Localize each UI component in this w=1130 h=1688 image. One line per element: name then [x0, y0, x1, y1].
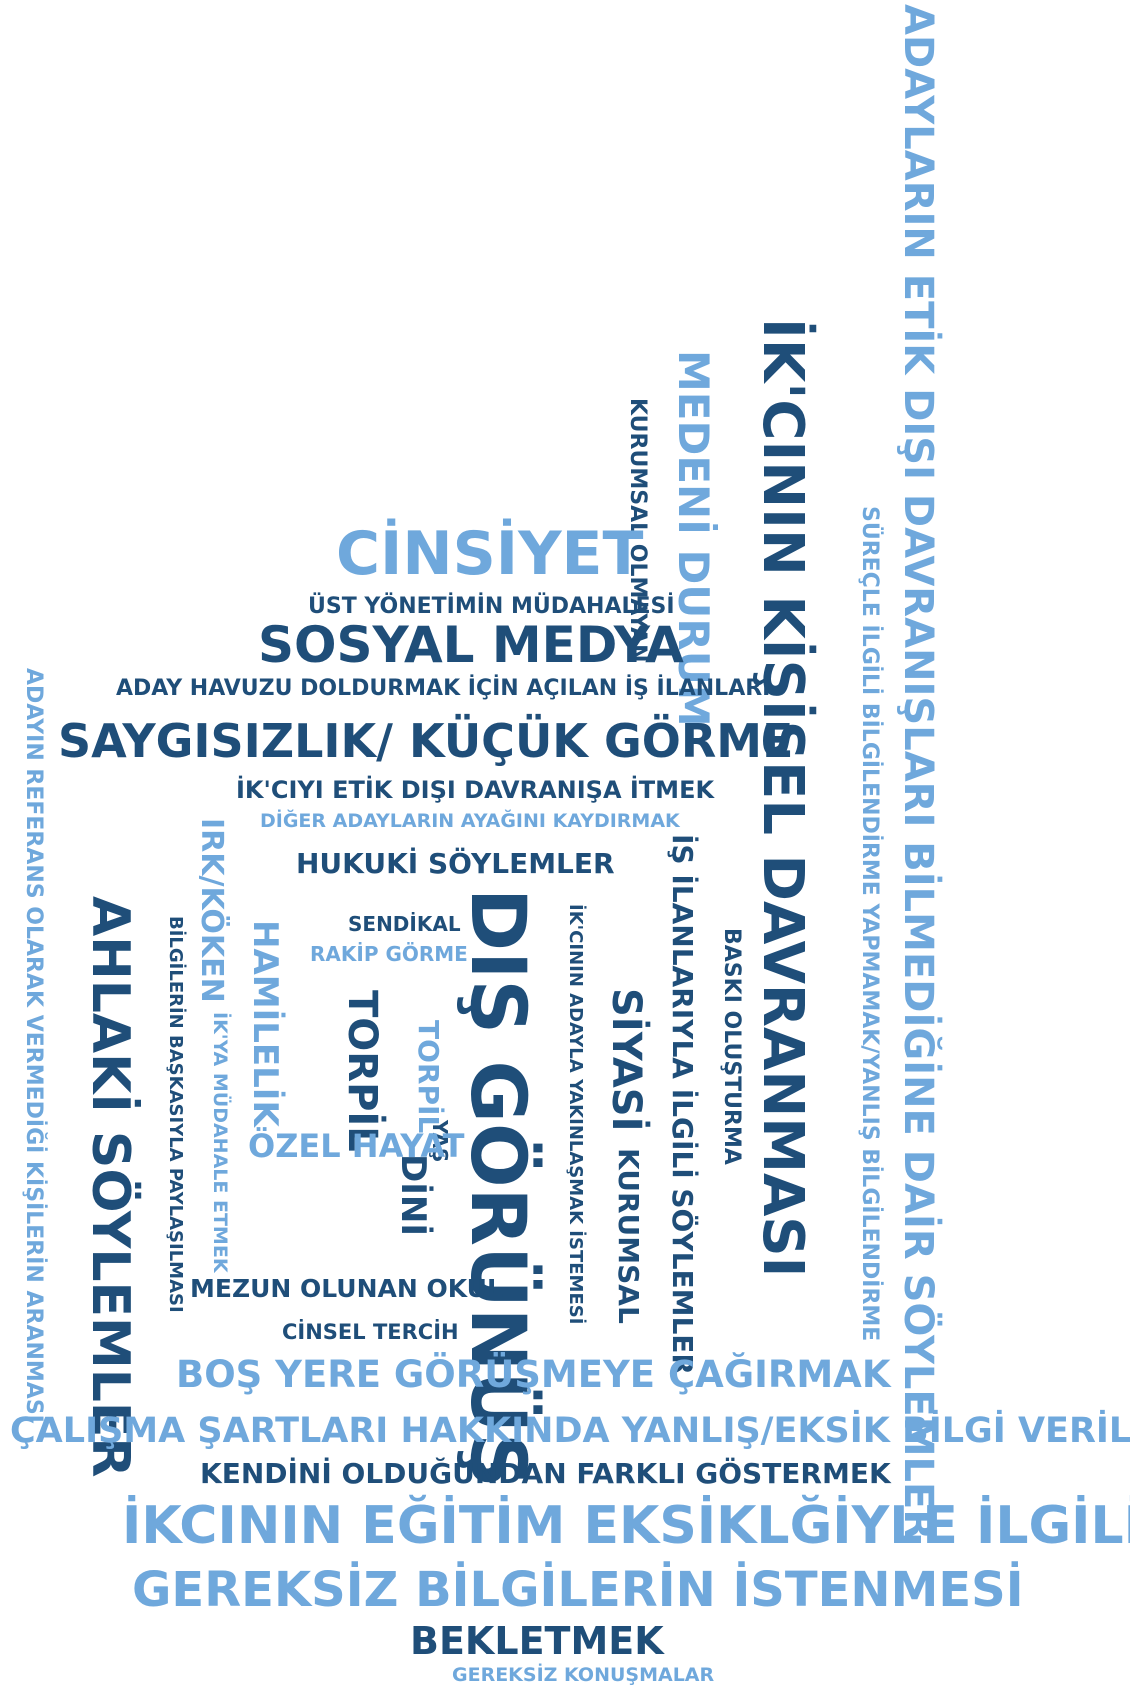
- word-ozel-hayat: ÖZEL HAYAT: [248, 1127, 465, 1165]
- word-surecle-ilgili: SÜREÇLE İLGİLİ BİLGİLENDİRME YAPMAMAK/YA…: [857, 506, 882, 1342]
- word-aday-havuzu: ADAY HAVUZU DOLDURMAK İÇİN AÇILAN İŞ İLA…: [116, 676, 771, 701]
- word-gereksiz-konusmalar: GEREKSİZ KONUŞMALAR: [452, 1664, 715, 1686]
- word-medeni-durum: MEDENİ DURUM: [669, 350, 718, 727]
- word-is-ilanlariyla: İŞ İLANLARIYLA İLGİLİ SÖYLEMLER: [666, 834, 699, 1375]
- word-rakip-gorme: RAKİP GÖRME: [310, 942, 468, 966]
- word-torpil-light: TORPİL: [412, 1020, 445, 1134]
- word-kendini-oldugundan: KENDİNİ OLDUĞUNDAN FARKLI GÖSTERMEK: [200, 1457, 891, 1490]
- word-mezun-olunan-okul: MEZUN OLUNAN OKUL: [190, 1274, 503, 1303]
- word-adayin-referans: ADAYIN REFERANS OLARAK VERMEDİĞİ KİŞİLER…: [21, 668, 46, 1423]
- word-ikya-mudahale: İK'YA MÜDAHALE ETMEK: [209, 1012, 231, 1273]
- word-diger-adaylarin: DİĞER ADAYLARIN AYAĞINI KAYDIRMAK: [260, 810, 680, 832]
- word-bekletmek: BEKLETMEK: [410, 1619, 664, 1663]
- word-hukuki-soylemler: HUKUKİ SÖYLEMLER: [296, 847, 615, 880]
- word-sosyal-medya: SOSYAL MEDYA: [258, 616, 684, 674]
- word-dini: DİNİ: [393, 1154, 433, 1236]
- word-ikcinin-adayla: İK'CININ ADAYLA YAKINLAŞMAK İSTEMESİ: [565, 904, 586, 1325]
- word-ahlaki-soylemler: AHLAKİ SÖYLEMLER: [80, 896, 140, 1478]
- word-kurumsal-olmayan: KURUMSAL OLMAYAN: [625, 398, 650, 663]
- word-yas: YAŞ: [428, 1120, 452, 1163]
- word-torpil-dark: TORPİL: [339, 990, 385, 1152]
- word-bos-yere: BOŞ YERE GÖRÜŞMEYE ÇAĞIRMAK: [176, 1353, 891, 1396]
- word-baski-olusturma: BASKI OLUŞTURMA: [719, 928, 744, 1165]
- word-bilgilerin-baskasiyla: BİLGİLERİN BAŞKASIYLA PAYLAŞILMASI: [165, 916, 186, 1313]
- word-saygisizlik: SAYGISIZLIK/ KÜÇÜK GÖRME: [58, 714, 794, 768]
- word-cinsiyet: CİNSİYET: [336, 519, 644, 589]
- word-kurumsal: KURUMSAL: [612, 1148, 645, 1324]
- word-sendikal: SENDİKAL: [348, 912, 461, 936]
- word-calisma-sartlari: ÇALIŞMA ŞARTLARI HAKKINDA YANLIŞ/EKSİK B…: [10, 1411, 1130, 1451]
- word-gereksiz-bilgilerin: GEREKSİZ BİLGİLERİN İSTENMESİ: [132, 1562, 1024, 1618]
- word-ikcinin-egitim: İKCININ EĞİTİM EKSİKLĞİYLE İLGİLİ: [122, 1496, 1130, 1556]
- word-irk-koken: IRK/KÖKEN: [194, 818, 229, 1003]
- word-siyasi: SİYASİ: [603, 988, 649, 1132]
- word-cinsel-tercih: CİNSEL TERCİH: [282, 1320, 459, 1344]
- word-ikcinin-kisisel-davranmasi: İK'CININ KİŞİSEL DAVRANMASI: [750, 318, 815, 1278]
- word-ust-yonetimin: ÜST YÖNETİMİN MÜDAHALESİ: [308, 594, 675, 619]
- word-ikciyi-etik-disi: İK'CIYI ETİK DIŞI DAVRANIŞA İTMEK: [236, 776, 715, 804]
- word-hamilelik: HAMİLELİK: [245, 920, 285, 1127]
- word-adaylarin-etik-disi: ADAYLARIN ETİK DIŞI DAVRANIŞLARI BİLMEDİ…: [895, 4, 941, 1541]
